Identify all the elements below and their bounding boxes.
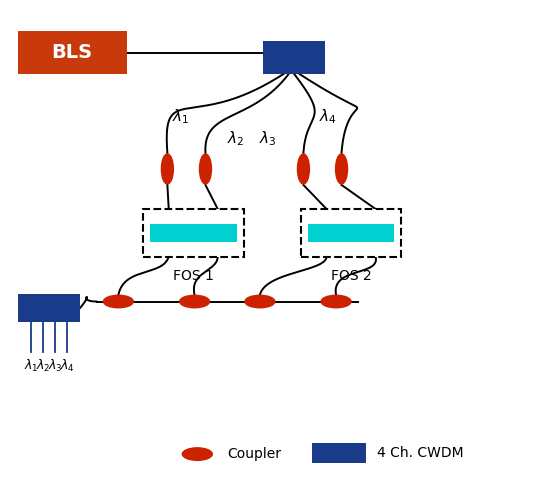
Ellipse shape xyxy=(182,448,212,460)
Ellipse shape xyxy=(161,154,173,184)
Text: 4 Ch. CWDM: 4 Ch. CWDM xyxy=(377,446,463,460)
Ellipse shape xyxy=(103,295,133,308)
Ellipse shape xyxy=(298,154,310,184)
Ellipse shape xyxy=(321,295,351,308)
FancyBboxPatch shape xyxy=(18,294,80,321)
FancyBboxPatch shape xyxy=(143,209,243,257)
Ellipse shape xyxy=(335,154,347,184)
Text: $\lambda_1$: $\lambda_1$ xyxy=(24,358,38,374)
Text: $\lambda_1$: $\lambda_1$ xyxy=(172,107,190,126)
Ellipse shape xyxy=(179,295,210,308)
FancyBboxPatch shape xyxy=(301,209,401,257)
Text: $\lambda_3$: $\lambda_3$ xyxy=(259,130,277,148)
FancyBboxPatch shape xyxy=(263,41,325,74)
Ellipse shape xyxy=(245,295,275,308)
FancyBboxPatch shape xyxy=(18,31,126,74)
Text: BLS: BLS xyxy=(51,43,92,62)
Text: FOS 1: FOS 1 xyxy=(173,269,214,283)
Text: Coupler: Coupler xyxy=(227,447,281,461)
Text: $\lambda_4$: $\lambda_4$ xyxy=(319,107,337,126)
FancyBboxPatch shape xyxy=(308,224,394,242)
FancyBboxPatch shape xyxy=(312,443,366,463)
Text: $\lambda_4$: $\lambda_4$ xyxy=(60,358,74,374)
Text: $\lambda_2$: $\lambda_2$ xyxy=(36,358,50,374)
FancyBboxPatch shape xyxy=(150,224,236,242)
Text: FOS 2: FOS 2 xyxy=(331,269,371,283)
Text: $\lambda_2$: $\lambda_2$ xyxy=(226,130,244,148)
Ellipse shape xyxy=(200,154,212,184)
Text: $\lambda_3$: $\lambda_3$ xyxy=(48,358,62,374)
